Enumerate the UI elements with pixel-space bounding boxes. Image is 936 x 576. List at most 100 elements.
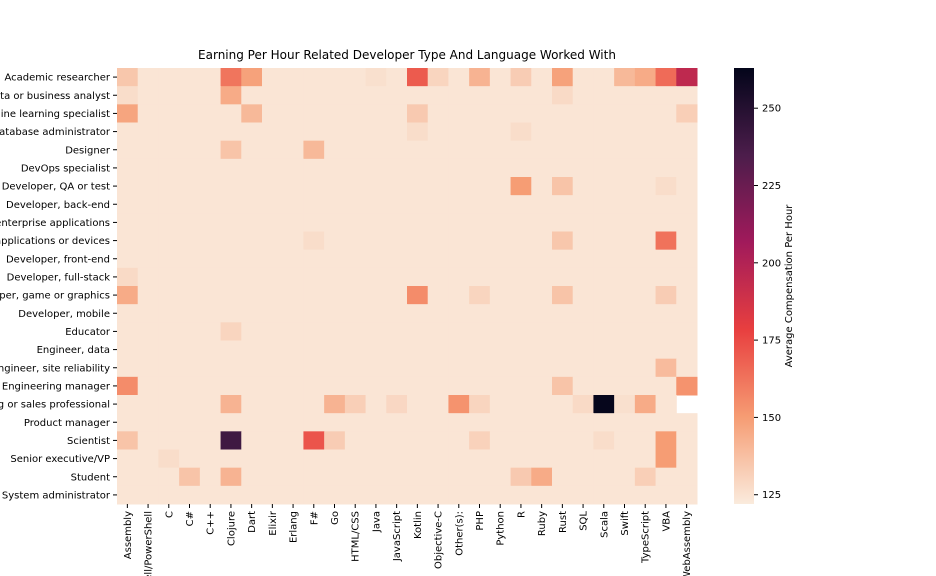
heatmap-cell [469,122,491,142]
heatmap-cell [469,104,491,123]
heatmap-cell [531,467,553,487]
heatmap-cell [448,449,470,469]
heatmap-cell [137,358,159,378]
heatmap-cell [262,249,284,269]
heatmap-cell [572,158,594,178]
heatmap-cell [593,286,615,305]
heatmap-cell [655,104,677,123]
heatmap-cell [489,376,512,396]
heatmap-cell [241,177,263,196]
x-tick-label: Other(s): [454,511,465,556]
heatmap-cell [179,231,201,251]
heatmap-cell [262,431,284,450]
heatmap-cell [262,304,284,323]
heatmap-cell [552,249,574,269]
heatmap-cell [448,140,470,160]
heatmap-cell [158,286,180,305]
y-tick-label: System administrator [2,490,111,501]
heatmap-cell [655,231,677,251]
heatmap-cell [676,86,698,105]
heatmap-cell [510,286,532,305]
heatmap-cell [427,177,449,196]
heatmap-cell [199,304,222,323]
heatmap-cell [282,231,304,251]
heatmap-cell [137,231,159,251]
heatmap-cell [365,213,387,232]
heatmap-cell [531,177,553,196]
heatmap-cell [324,340,346,360]
heatmap-cell [510,68,532,87]
heatmap-cell [303,395,325,414]
heatmap-cell [179,195,201,214]
heatmap-cell [282,431,304,450]
heatmap-cell [448,431,470,450]
heatmap-cell [344,267,367,287]
heatmap-cell [614,195,636,214]
heatmap-cell [676,158,698,178]
heatmap-cell [386,104,408,123]
heatmap-cell [531,68,553,87]
heatmap-cell [489,467,512,487]
heatmap-cell [510,104,532,123]
heatmap-cell [324,158,346,178]
heatmap-cell [614,286,636,305]
heatmap-cell [386,467,408,487]
heatmap-cell [324,177,346,196]
colorbar-tick-label: 175 [762,336,781,347]
heatmap-cell [448,249,470,269]
heatmap-cell [407,358,429,378]
heatmap-cell [614,140,636,160]
heatmap-cell [614,358,636,378]
heatmap-cell [448,467,470,487]
heatmap-cell [469,286,491,305]
heatmap-cell [137,286,159,305]
heatmap-cell [137,213,159,232]
heatmap-cell [614,177,636,196]
heatmap-cell [427,467,449,487]
heatmap-cell [386,122,408,142]
heatmap-cell [531,231,553,251]
heatmap-cell [510,177,532,196]
heatmap-cell [282,68,304,87]
heatmap-cell [614,376,636,396]
x-tick-label: HTML/CSS [351,511,362,562]
heatmap-cell [386,413,408,432]
heatmap-cell [531,376,553,396]
heatmap-cell [241,322,263,341]
heatmap-cell [262,485,284,505]
heatmap-cell [262,358,284,378]
x-tick-label: TypeScript [641,511,652,564]
heatmap-cell [407,395,429,414]
heatmap-cell [303,431,325,450]
heatmap-cell [469,195,491,214]
heatmap-cell [572,431,594,450]
heatmap-cell [158,358,180,378]
heatmap-cell [510,340,532,360]
heatmap-cell [117,286,139,305]
heatmap-cell [614,449,636,469]
heatmap-cell [386,195,408,214]
heatmap-cell [303,485,325,505]
heatmap-cell [676,376,698,396]
heatmap-cell [117,177,139,196]
heatmap-cell [386,376,408,396]
heatmap-cell [179,158,201,178]
heatmap-cell [572,267,594,287]
heatmap-cell [137,413,159,432]
heatmap-cell [427,358,449,378]
heatmap-cell [593,449,615,469]
heatmap-cell [158,322,180,341]
heatmap-cell [552,485,574,505]
heatmap-cell [593,140,615,160]
y-tick-label: Senior executive/VP [10,454,110,465]
heatmap-cell [220,140,242,160]
heatmap-cell [634,213,657,232]
heatmap-cell [324,431,346,450]
heatmap-cell [179,413,201,432]
heatmap-cell [324,267,346,287]
heatmap-cell [262,122,284,142]
heatmap-cell [448,267,470,287]
heatmap-cell [262,340,284,360]
heatmap-cell [407,249,429,269]
heatmap-cell [655,158,677,178]
